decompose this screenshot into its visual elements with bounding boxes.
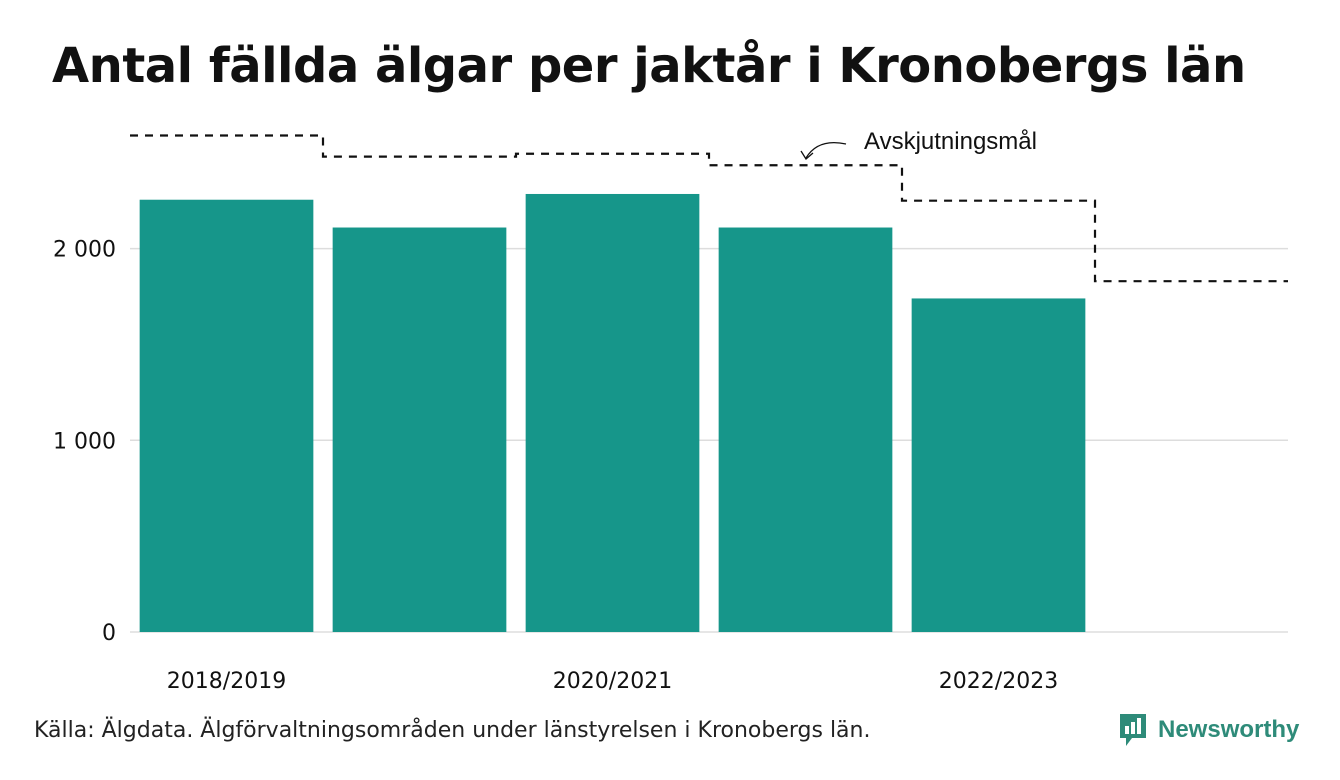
- x-tick-label: 2022/2023: [939, 669, 1058, 694]
- target-annotation: Avskjutningsmål: [800, 128, 1037, 160]
- y-tick-label: 0: [102, 621, 116, 646]
- newsworthy-logo-icon: [1120, 714, 1146, 746]
- source-note: Källa: Älgdata. Älgförvaltningsområden u…: [34, 718, 871, 743]
- y-tick-label: 1 000: [53, 429, 116, 454]
- chart-title: Antal fällda älgar per jaktår i Kronober…: [52, 38, 1246, 94]
- annotation-arrow: [805, 141, 847, 159]
- bar: [139, 199, 314, 632]
- target-label: Avskjutningsmål: [864, 128, 1037, 155]
- bar: [525, 193, 700, 632]
- y-axis-ticks: 0 1 000 2 000: [53, 238, 116, 646]
- brand-name: Newsworthy: [1158, 716, 1300, 743]
- target-line: [130, 134, 1288, 283]
- bar: [718, 227, 893, 633]
- x-tick-label: 2018/2019: [167, 669, 286, 694]
- target-step-line: [130, 134, 1288, 283]
- annotation-arrowhead: [800, 150, 814, 160]
- bar: [911, 298, 1086, 632]
- bar: [332, 227, 507, 633]
- y-tick-label: 2 000: [53, 238, 116, 263]
- bars: [139, 193, 1086, 633]
- brand-logo: Newsworthy: [1118, 712, 1299, 748]
- x-axis-ticks: 2018/2019 2020/2021 2022/2023: [167, 669, 1058, 694]
- x-tick-label: 2020/2021: [553, 669, 672, 694]
